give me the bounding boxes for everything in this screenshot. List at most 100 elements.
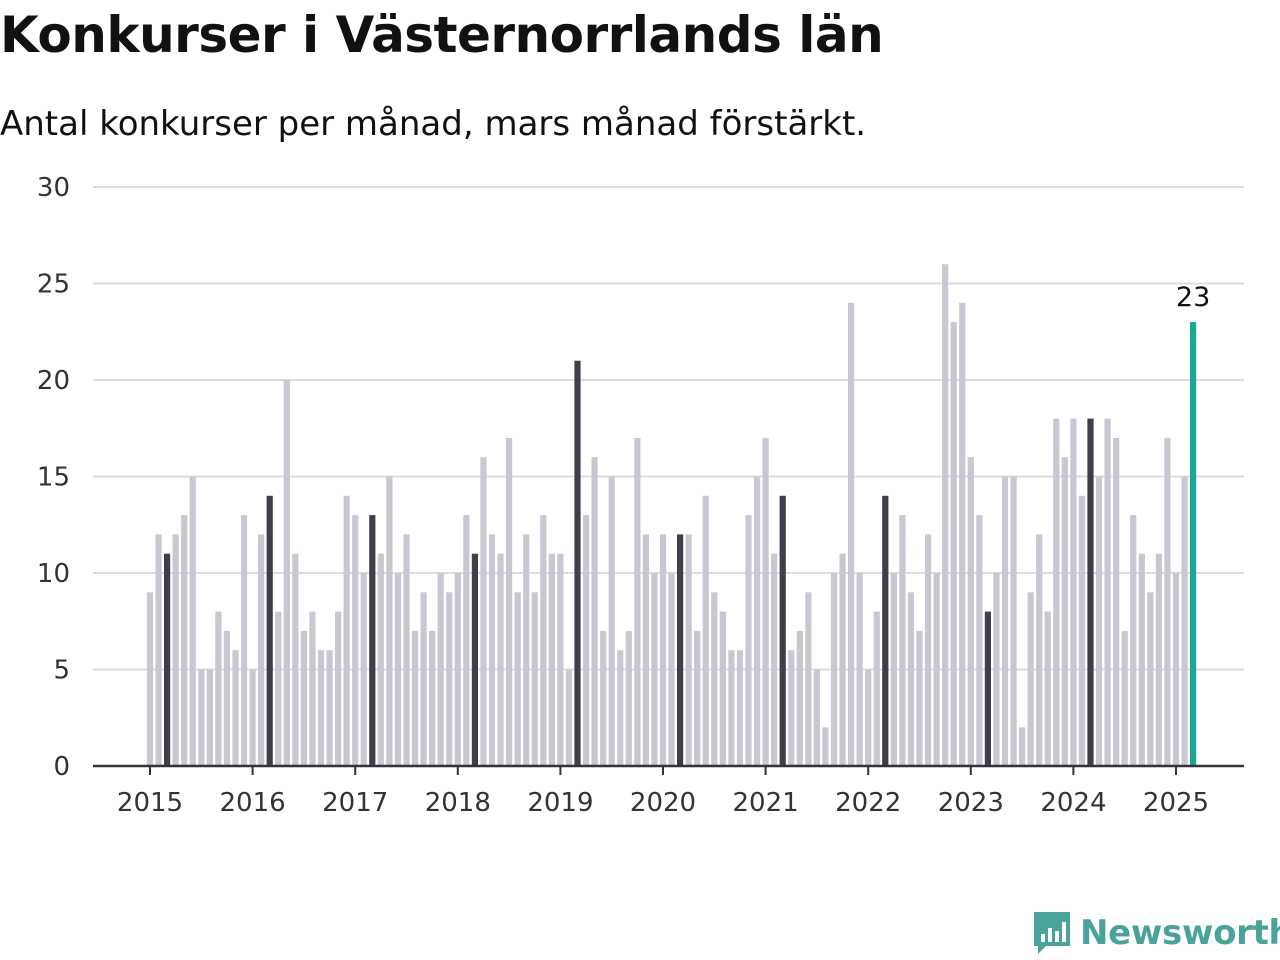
y-tick-label: 20: [37, 366, 70, 396]
brand-logo: Newsworthy: [1032, 910, 1280, 956]
bar: [1027, 592, 1034, 766]
bar: [454, 573, 461, 766]
chart-title: Konkurser i Västernorrlands län: [0, 6, 884, 64]
bar: [1147, 592, 1154, 766]
chart-subtitle: Antal konkurser per månad, mars månad fö…: [0, 104, 867, 144]
bar: [1104, 418, 1111, 766]
bar: [762, 437, 769, 766]
bar: [232, 650, 239, 766]
bar: [865, 669, 872, 766]
bar: [736, 650, 744, 766]
bar: [1036, 534, 1043, 766]
bar: [745, 515, 752, 766]
bar: [1138, 553, 1145, 766]
x-tick-label: 2025: [1143, 788, 1209, 818]
bar: [506, 437, 513, 766]
bar: [873, 611, 880, 766]
bars: [146, 264, 1197, 766]
x-axis-labels: 2015 2016 2017 2018 2019 2020 2021 2022 2023 2024…: [117, 766, 1209, 818]
bar: [1078, 495, 1086, 766]
bar: [642, 534, 649, 766]
bar: [1061, 457, 1068, 766]
x-tick-label: 2015: [117, 788, 183, 818]
bar: [548, 553, 555, 766]
bar: [326, 650, 333, 766]
y-tick-label: 25: [37, 270, 70, 300]
y-tick-label: 15: [37, 463, 70, 493]
bar: [634, 437, 641, 766]
bar: [959, 302, 966, 766]
bar: [1172, 573, 1180, 766]
bar: [275, 611, 282, 766]
bar: [668, 573, 675, 766]
bar: [377, 553, 384, 766]
x-tick-label: 2022: [835, 788, 901, 818]
bar: [916, 630, 923, 766]
bar: [984, 611, 991, 766]
bar: [933, 573, 940, 766]
bar: [1019, 727, 1026, 766]
bar: [719, 611, 726, 766]
bar: [651, 573, 658, 766]
x-tick-label: 2024: [1040, 788, 1106, 818]
y-tick-label: 30: [37, 173, 70, 203]
bar: [198, 669, 205, 766]
bar: [591, 457, 598, 766]
bar: [976, 515, 983, 766]
x-tick-label: 2019: [527, 788, 593, 818]
bar: [437, 573, 444, 766]
bar: [1053, 418, 1060, 766]
bar: [830, 573, 838, 766]
bar: [924, 534, 932, 766]
bar: [164, 553, 171, 766]
x-tick-label: 2023: [938, 788, 1004, 818]
bar: [300, 630, 307, 766]
bar: [394, 573, 402, 766]
bar: [753, 476, 761, 766]
bar: [523, 534, 530, 766]
bar: [283, 380, 290, 766]
bar: [360, 573, 367, 766]
bar: [600, 630, 607, 766]
bar: [540, 515, 547, 766]
bar: [993, 573, 1000, 766]
bar: [839, 553, 846, 766]
bar: [352, 515, 359, 766]
bar: [848, 302, 855, 766]
bar: [172, 534, 179, 766]
bar: [796, 630, 803, 766]
bar: [480, 457, 487, 766]
bar: [369, 515, 376, 766]
bar: [1130, 515, 1137, 766]
bar: [215, 611, 222, 766]
bar: [711, 592, 718, 766]
bar: [386, 476, 393, 766]
bar: [574, 360, 581, 766]
bar: [788, 650, 795, 766]
bar: [223, 630, 231, 766]
bar: [514, 592, 521, 766]
bar: [1113, 437, 1120, 766]
bar: [565, 669, 573, 766]
bar: [950, 322, 957, 766]
bar: [446, 592, 453, 766]
bar: [1181, 476, 1188, 766]
y-tick-label: 0: [53, 752, 70, 782]
bar-chart-speech-bubble-icon: [1034, 912, 1070, 954]
bar: [608, 476, 615, 766]
x-tick-label: 2020: [630, 788, 696, 818]
bar: [249, 669, 256, 766]
bar: [1001, 476, 1009, 766]
y-tick-label: 10: [37, 559, 70, 589]
bar: [531, 592, 538, 766]
bar: [856, 573, 863, 766]
bar: [702, 495, 709, 766]
bar: [899, 515, 906, 766]
bar: [890, 573, 897, 766]
bar: [1087, 418, 1094, 766]
bar: [822, 727, 829, 766]
bar: [582, 515, 590, 766]
bar: [779, 495, 786, 766]
bar: [1044, 611, 1051, 766]
